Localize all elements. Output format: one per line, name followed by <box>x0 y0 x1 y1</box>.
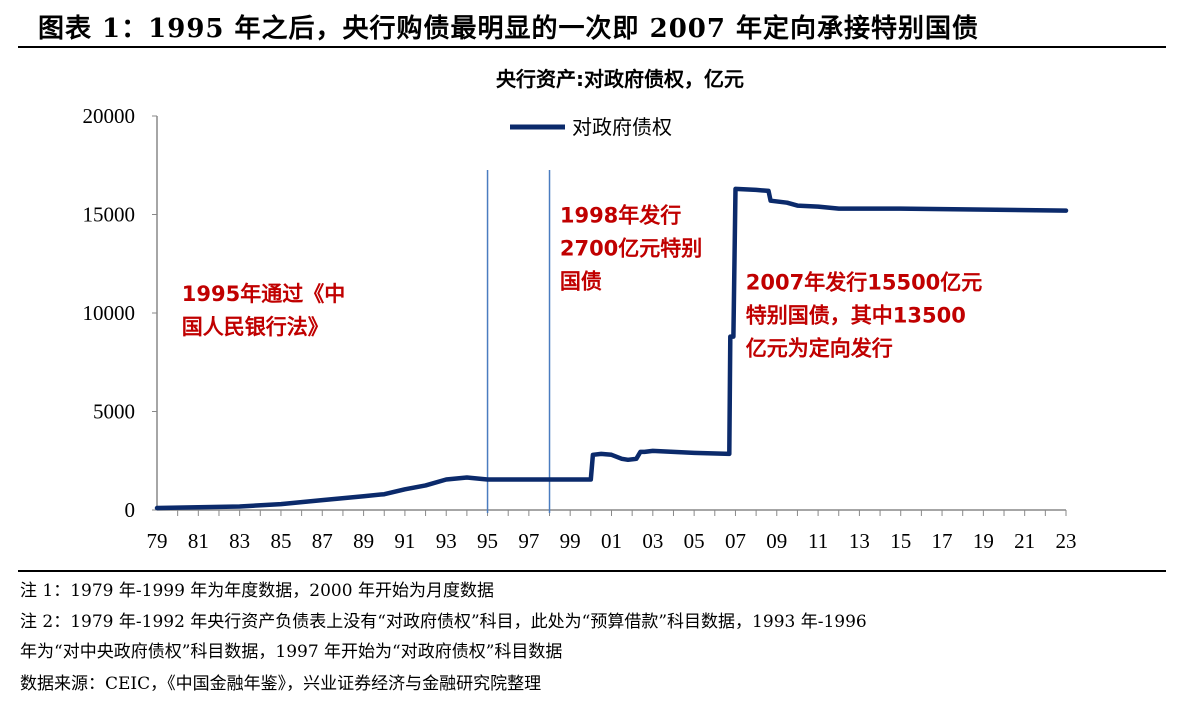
annotation-text: 1995年通过《中 <box>182 282 345 306</box>
x-tick-label: 85 <box>270 529 291 553</box>
x-tick-label: 97 <box>518 529 539 553</box>
x-tick-label: 07 <box>725 529 746 553</box>
note-1: 注 1：1979 年-1999 年为年度数据，2000 年开始为月度数据 <box>20 581 494 601</box>
x-tick-label: 09 <box>766 529 787 553</box>
x-tick-label: 23 <box>1056 529 1077 553</box>
x-tick-label: 83 <box>229 529 250 553</box>
x-tick-label: 81 <box>188 529 209 553</box>
note-2-cont: 年为“对中央政府债权”科目数据，1997 年开始为“对政府债权”科目数据 <box>20 642 563 662</box>
annotation-text: 1998年发行 <box>560 203 681 227</box>
y-tick-label: 10000 <box>83 301 136 325</box>
chart-title: 央行资产:对政府债权，亿元 <box>496 67 744 91</box>
source-note: 数据来源：CEIC，《中国金融年鉴》，兴业证券经济与金融研究院整理 <box>20 674 542 694</box>
x-tick-label: 11 <box>808 529 828 553</box>
top-rule <box>18 46 1166 48</box>
x-tick-label: 79 <box>147 529 168 553</box>
x-tick-label: 13 <box>849 529 870 553</box>
x-tick-label: 91 <box>394 529 415 553</box>
note-2: 注 2：1979 年-1992 年央行资产负债表上没有“对政府债权”科目，此处为… <box>20 612 867 632</box>
x-tick-label: 01 <box>601 529 622 553</box>
y-tick-label: 5000 <box>93 400 135 424</box>
x-tick-label: 05 <box>684 529 705 553</box>
figure-title: 图表 1：1995 年之后，央行购债最明显的一次即 2007 年定向承接特别国债 <box>38 14 980 44</box>
x-tick-label: 03 <box>642 529 663 553</box>
annotation-text: 国债 <box>560 269 602 293</box>
y-tick-label: 0 <box>125 498 136 522</box>
x-tick-label: 15 <box>890 529 911 553</box>
x-tick-label: 21 <box>1014 529 1035 553</box>
annotation-text: 2700亿元特别 <box>560 236 702 260</box>
annotation-text: 国人民银行法》 <box>182 315 329 339</box>
notes-rule <box>18 570 1166 572</box>
x-tick-label: 17 <box>932 529 953 553</box>
x-tick-label: 19 <box>973 529 994 553</box>
y-tick-label: 15000 <box>83 203 136 227</box>
x-tick-label: 87 <box>312 529 333 553</box>
y-tick-label: 20000 <box>83 104 136 128</box>
legend-label: 对政府债权 <box>572 115 672 139</box>
x-tick-label: 99 <box>560 529 581 553</box>
annotation-text: 特别国债，其中13500 <box>746 303 966 327</box>
x-tick-label: 89 <box>353 529 374 553</box>
x-tick-label: 93 <box>436 529 457 553</box>
annotation-text: 亿元为定向发行 <box>746 336 893 360</box>
series-line <box>154 186 1069 511</box>
x-tick-label: 95 <box>477 529 498 553</box>
annotation-text: 2007年发行15500亿元 <box>746 270 983 294</box>
